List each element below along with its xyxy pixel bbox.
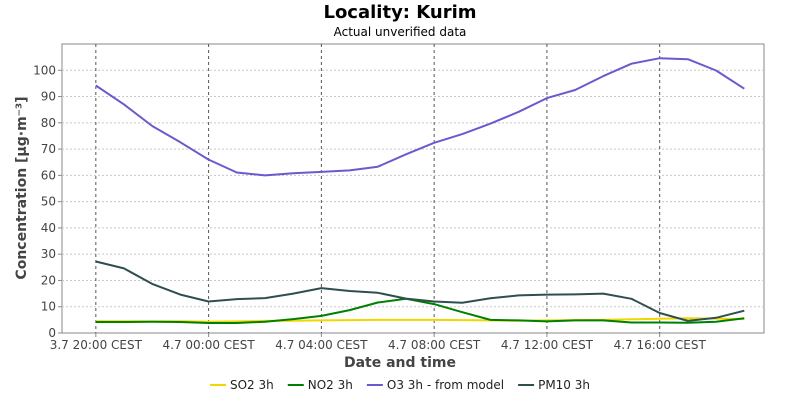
legend-label: O3 3h - from model (387, 378, 504, 392)
y-tick-label: 40 (41, 221, 56, 235)
x-axis-label: Date and time (344, 355, 456, 371)
legend-item-1: NO2 3h (287, 378, 353, 392)
y-tick-label: 60 (41, 168, 56, 182)
y-axis-label: Concentration [µg·m⁻³] (14, 96, 30, 279)
legend-item-0: SO2 3h (209, 378, 274, 392)
axis-layer: 0 10 20 30 40 50 60 70 80 90 100 3.7 20:00 CEST 4.7 … (33, 63, 706, 352)
x-tick-label: 4.7 12:00 CEST (501, 338, 594, 352)
y-tick-label: 0 (48, 326, 56, 340)
y-tick-label: 70 (41, 142, 56, 156)
y-tick-label: 90 (41, 90, 56, 104)
chart-subtitle: Actual unverified data (334, 25, 467, 39)
legend-label: PM10 3h (538, 378, 590, 392)
grid-layer (62, 44, 764, 333)
x-tick-label: 4.7 08:00 CEST (388, 338, 481, 352)
y-tick-label: 30 (41, 247, 56, 261)
legend: SO2 3h NO2 3h O3 3h - from model PM10 3h (209, 378, 590, 392)
legend-label: NO2 3h (308, 378, 353, 392)
chart-title: Locality: Kurim (323, 2, 476, 23)
series-line-0 (95, 317, 745, 323)
y-tick-label: 100 (33, 63, 56, 77)
y-tick-label: 20 (41, 273, 56, 287)
plot-area (61, 43, 765, 334)
series-line-2 (95, 57, 745, 177)
y-tick-label: 10 (41, 300, 56, 314)
y-tick-label: 80 (41, 116, 56, 130)
series-layer (95, 57, 745, 324)
series-line-3 (95, 260, 745, 322)
x-tick-label: 4.7 04:00 CEST (275, 338, 368, 352)
legend-item-3: PM10 3h (518, 378, 590, 392)
y-tick-label: 50 (41, 195, 56, 209)
legend-label: SO2 3h (230, 378, 274, 392)
x-tick-label: 4.7 16:00 CEST (614, 338, 707, 352)
series-line-1 (95, 297, 745, 324)
legend-item-2: O3 3h - from model (366, 378, 504, 392)
x-tick-label: 4.7 00:00 CEST (163, 338, 256, 352)
x-tick-label: 3.7 20:00 CEST (50, 338, 143, 352)
